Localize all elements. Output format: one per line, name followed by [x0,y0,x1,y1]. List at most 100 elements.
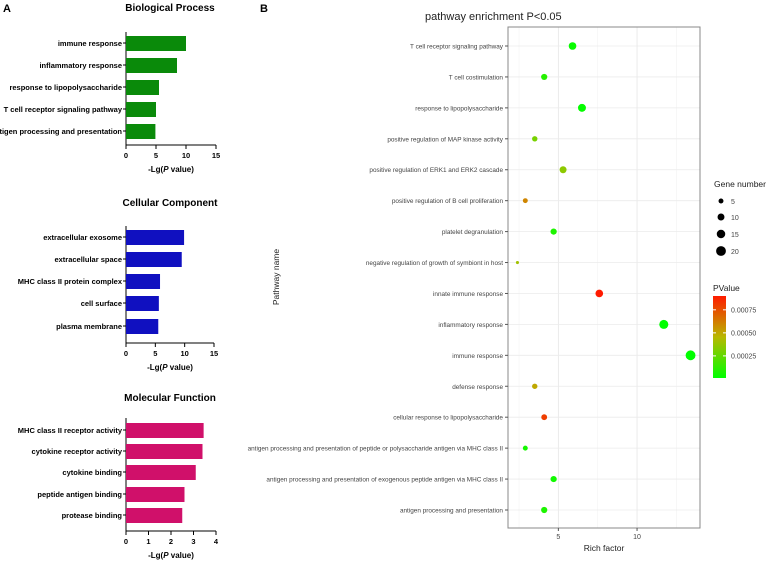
pathway-label: T cell receptor signaling pathway [410,44,504,51]
pathway-dot [541,506,548,514]
bar [126,102,156,117]
x-tick-label: 4 [214,537,219,546]
pathway-dot [685,350,696,361]
pathway-label: cellular response to lipopolysaccharide [393,415,503,422]
bar [126,465,196,480]
pathway-dot [541,414,548,421]
pathway-dot [568,42,577,50]
pathway-dot [550,228,557,235]
x-tick-label: 3 [191,537,195,546]
bar-chart-2: Cellular Component extracellular exosome e… [18,198,218,372]
pathway-label: positive regulation of MAP kinase activi… [387,136,503,143]
bar [126,296,159,311]
x-axis-label: -Lg(P value) [148,551,194,560]
pathway-label: platelet degranulation [442,229,504,236]
bar [126,423,204,438]
x-tick-label: 2 [169,537,173,546]
category-label: inflammatory response [39,61,122,70]
category-label: cytokine binding [62,468,122,477]
colorbar-label: 0.00025 [731,353,756,360]
pathway-label: negative regulation of growth of symbion… [366,260,503,267]
pathway-dot [559,166,567,174]
category-label: cell surface [81,299,122,308]
chart-title: Molecular Function [124,393,216,404]
bar-charts: Biological Process immune response inflamm… [0,3,220,560]
x-axis-label: Rich factor [584,543,625,553]
pathway-dot [659,319,669,329]
size-legend-label: 20 [731,249,739,256]
x-axis-label-italic: P [163,165,169,174]
pathway-label: T cell costimulation [449,74,504,81]
pathway-label: antigen processing and presentation [400,508,503,515]
category-label: extracellular exosome [43,233,122,242]
size-legend-dot [716,229,726,239]
panel-label-b: B [260,3,268,15]
bar [126,124,156,139]
x-tick-label: 5 [556,534,560,541]
category-label: antigen processing and presentation [0,127,122,136]
pathway-label: response to lipopolysaccharide [415,105,503,112]
pathway-label: antigen processing and presentation of p… [248,446,504,453]
color-legend-title: PValue [713,283,740,293]
category-label: immune response [58,39,122,48]
size-legend-dot [716,246,726,256]
x-tick-label: 10 [633,534,641,541]
x-tick-label: 0 [124,151,128,160]
chart-title: Biological Process [125,3,215,14]
pathway-label: antigen processing and presentation of e… [266,477,503,484]
bar [126,230,185,245]
x-axis-label: -Lg(P value) [148,165,194,174]
pathway-label: immune response [452,353,503,360]
colorbar-label: 0.00050 [731,330,756,337]
bar [126,274,161,289]
x-tick-label: 0 [124,537,128,546]
pathway-dot [532,136,538,142]
x-axis-label-suffix: value) [169,165,195,174]
pathway-dot [550,475,557,483]
x-tick-label: 0 [124,349,128,358]
pathway-label: positive regulation of B cell proliferat… [392,198,504,205]
category-label: cytokine receptor activity [32,447,123,456]
x-axis-label-suffix: value) [168,363,194,372]
pathway-dot [578,103,586,112]
chart-title: Cellular Component [122,198,218,209]
category-label: MHC class II receptor activity [18,426,123,435]
bar [126,319,159,334]
pathway-dot [532,383,538,389]
bar [126,252,182,267]
x-axis-label-prefix: -Lg( [147,363,162,372]
size-legend-label: 5 [731,199,735,206]
x-axis-label-italic: P [163,551,169,560]
pathway-dot [595,289,604,298]
plot-border [507,26,701,529]
pathway-label: positive regulation of ERK1 and ERK2 cas… [369,167,503,174]
category-label: MHC class II protein complex [18,277,123,286]
x-axis-label-prefix: -Lg( [148,551,163,560]
panel-label-a: A [3,3,11,15]
size-legend-title: Gene number [714,179,766,189]
x-axis-label-suffix: value) [169,551,195,560]
x-axis-label-italic: P [162,363,168,372]
size-legend-dot [718,198,724,204]
pathway-label: innate immune response [433,291,503,298]
x-tick-label: 15 [212,151,220,160]
bar [126,444,203,459]
pathway-dot [515,260,519,265]
colorbar-label: 0.00075 [731,307,756,314]
size-legend-label: 15 [731,232,739,239]
pathway-dot [522,445,528,451]
x-axis-label-prefix: -Lg( [148,165,163,174]
bar-chart-3: Molecular Function MHC class II receptor … [18,393,219,560]
pathway-label: defense response [452,384,503,391]
bar [126,58,177,73]
x-axis-label: -Lg(P value) [147,363,193,372]
category-label: response to lipopolysaccharide [9,83,122,92]
x-tick-label: 5 [153,349,157,358]
x-tick-label: 10 [180,349,188,358]
bar [126,36,186,51]
category-label: T cell receptor signaling pathway [4,105,123,114]
category-label: extracellular space [54,255,122,264]
x-tick-label: 5 [154,151,158,160]
y-axis-label: Pathway name [271,249,281,305]
